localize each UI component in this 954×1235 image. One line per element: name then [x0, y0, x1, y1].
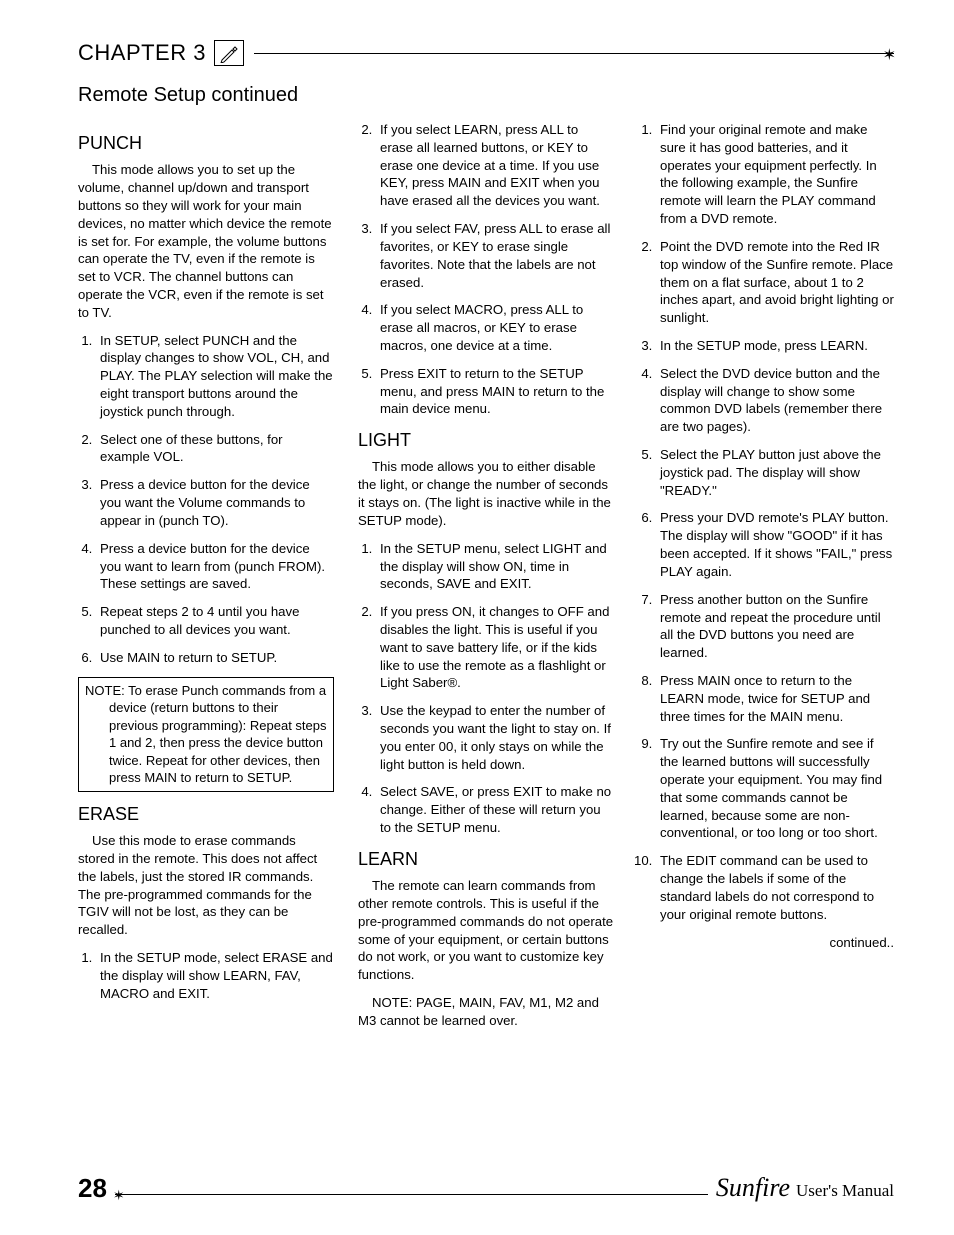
list-item: In the SETUP mode, select ERASE and the … — [96, 949, 334, 1002]
list-item: Try out the Sunfire remote and see if th… — [656, 735, 894, 842]
list-item: If you select FAV, press ALL to erase al… — [376, 220, 614, 291]
list-item: If you select MACRO, press ALL to erase … — [376, 301, 614, 354]
section-punch-title: PUNCH — [78, 131, 334, 155]
list-item: Press a device button for the device you… — [96, 476, 334, 529]
erase-intro: Use this mode to erase commands stored i… — [78, 832, 334, 939]
pencil-icon — [214, 40, 244, 66]
chapter-label: CHAPTER 3 — [78, 40, 214, 66]
punch-note: NOTE: To erase Punch commands from a dev… — [78, 677, 334, 792]
page-subtitle: Remote Setup continued — [78, 84, 894, 107]
punch-steps: In SETUP, select PUNCH and the display c… — [78, 332, 334, 667]
chapter-header: CHAPTER 3 ✶ — [78, 40, 894, 66]
manual-page: CHAPTER 3 ✶ Remote Setup continued PUNCH… — [0, 0, 954, 1235]
star-icon: ✶ — [113, 1187, 125, 1204]
learn-intro: The remote can learn commands from other… — [358, 877, 614, 984]
star-icon: ✶ — [883, 45, 896, 65]
list-item: Press another button on the Sunfire remo… — [656, 591, 894, 662]
body-columns: PUNCH This mode allows you to set up the… — [78, 121, 894, 1030]
learn-steps: Find your original remote and make sure … — [638, 121, 894, 924]
light-intro: This mode allows you to either disable t… — [358, 458, 614, 529]
list-item: Press MAIN once to return to the LEARN m… — [656, 672, 894, 725]
list-item: In SETUP, select PUNCH and the display c… — [96, 332, 334, 421]
list-item: Press a device button for the device you… — [96, 540, 334, 593]
learn-note: NOTE: PAGE, MAIN, FAV, M1, M2 and M3 can… — [358, 994, 614, 1030]
list-item: Select the DVD device button and the dis… — [656, 365, 894, 436]
list-item: If you press ON, it changes to OFF and d… — [376, 603, 614, 692]
section-erase-title: ERASE — [78, 802, 334, 826]
section-learn-title: LEARN — [358, 847, 614, 871]
light-steps: In the SETUP menu, select LIGHT and the … — [358, 540, 614, 837]
list-item: In the SETUP menu, select LIGHT and the … — [376, 540, 614, 593]
list-item: Select one of these buttons, for example… — [96, 431, 334, 467]
continued-label: continued.. — [638, 934, 894, 952]
list-item: Use the keypad to enter the number of se… — [376, 702, 614, 773]
list-item: If you select LEARN, press ALL to erase … — [376, 121, 614, 210]
list-item: Use MAIN to return to SETUP. — [96, 649, 334, 667]
page-footer: 28 ✶ Sunfire User's Manual — [78, 1175, 894, 1201]
punch-intro: This mode allows you to set up the volum… — [78, 161, 334, 321]
list-item: Point the DVD remote into the Red IR top… — [656, 238, 894, 327]
brand-name: Sunfire — [716, 1175, 790, 1201]
list-item: Repeat steps 2 to 4 until you have punch… — [96, 603, 334, 639]
footer-rule: ✶ — [115, 1194, 708, 1195]
list-item: Press EXIT to return to the SETUP menu, … — [376, 365, 614, 418]
list-item: Select the PLAY button just above the jo… — [656, 446, 894, 499]
list-item: Find your original remote and make sure … — [656, 121, 894, 228]
list-item: Select SAVE, or press EXIT to make no ch… — [376, 783, 614, 836]
section-light-title: LIGHT — [358, 428, 614, 452]
list-item: The EDIT command can be used to change t… — [656, 852, 894, 923]
list-item: In the SETUP mode, press LEARN. — [656, 337, 894, 355]
manual-label: User's Manual — [796, 1181, 894, 1201]
header-rule: ✶ — [254, 53, 894, 54]
page-number: 28 — [78, 1175, 107, 1201]
list-item: Press your DVD remote's PLAY button. The… — [656, 509, 894, 580]
